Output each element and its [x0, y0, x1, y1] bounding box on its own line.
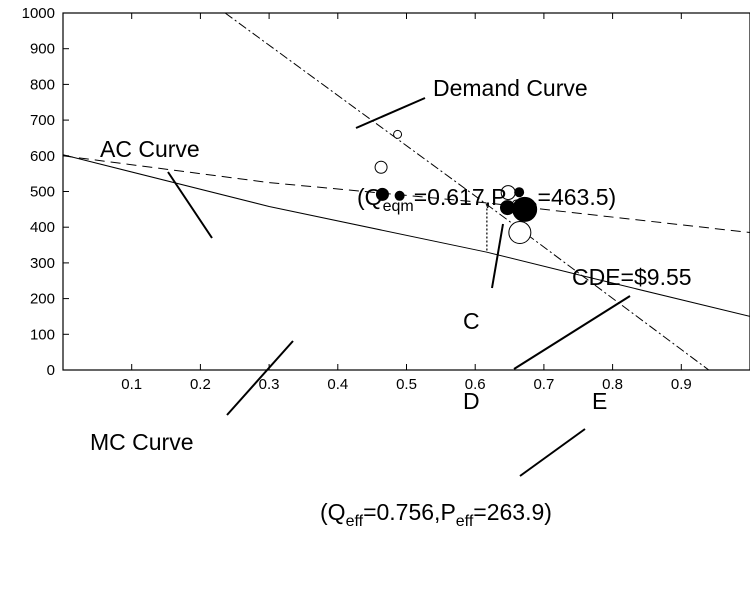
- y-tick-label: 300: [30, 255, 55, 272]
- cde-label: CDE=$9.55: [572, 264, 692, 290]
- ac-leader: [167, 171, 213, 239]
- y-tick-label: 700: [30, 112, 55, 129]
- demand-leader: [355, 97, 426, 129]
- point-d-label: D: [463, 388, 480, 414]
- cde-leader: [513, 295, 631, 370]
- point-c-label: C: [463, 308, 480, 334]
- x-tick-label: 0.5: [396, 376, 417, 393]
- plot-border: [62, 12, 750, 371]
- demand-curve-label: Demand Curve: [433, 75, 588, 101]
- x-tick-label: 0.1: [121, 376, 142, 393]
- x-tick-label: 0.8: [602, 376, 623, 393]
- y-tick-label: 400: [30, 219, 55, 236]
- y-tick-label: 800: [30, 76, 55, 93]
- x-tick-label: 0.7: [533, 376, 554, 393]
- filled-point: [375, 187, 389, 201]
- axes: 0.1 0.2 0.3 0.4 0.5 0.6 0.7 0.8 0.9 0 100 200 300 400…: [22, 5, 692, 393]
- scatter-points: [374, 129, 538, 245]
- filled-point: [394, 190, 405, 201]
- y-tick-label: 0: [47, 362, 55, 379]
- y-tick-label: 500: [30, 184, 55, 201]
- open-point: [374, 160, 388, 174]
- x-tick-label: 0.2: [190, 376, 211, 393]
- point-e-label: E: [592, 388, 607, 414]
- y-tick-label: 1000: [22, 5, 55, 22]
- leader-lines: [167, 97, 631, 477]
- eff-leader: [519, 428, 586, 477]
- x-tick-label: 0.3: [259, 376, 280, 393]
- mc-curve-label: MC Curve: [90, 429, 194, 455]
- eff-label: (Qeff=0.756,Peff=263.9): [320, 499, 552, 530]
- y-tick-label: 100: [30, 326, 55, 343]
- open-point: [393, 129, 403, 139]
- ac-curve-label: AC Curve: [100, 136, 200, 162]
- filled-point: [512, 196, 538, 222]
- open-point: [508, 221, 532, 245]
- y-tick-label: 900: [30, 41, 55, 58]
- y-tick-label: 600: [30, 148, 55, 165]
- y-tick-label: 200: [30, 291, 55, 308]
- ac-curve-line: [63, 155, 750, 234]
- x-tick-label: 0.9: [671, 376, 692, 393]
- mc-leader: [226, 340, 294, 416]
- demand-curve-line: [224, 13, 710, 370]
- filled-point: [514, 187, 525, 198]
- eqm-leader: [491, 223, 504, 289]
- plot-frame: [62, 12, 750, 371]
- mc-curve-line: [63, 154, 750, 317]
- x-tick-label: 0.6: [465, 376, 486, 393]
- x-tick-label: 0.4: [327, 376, 348, 393]
- eqm-label: (Qeqm=0.617,Peqm=463.5): [357, 184, 616, 215]
